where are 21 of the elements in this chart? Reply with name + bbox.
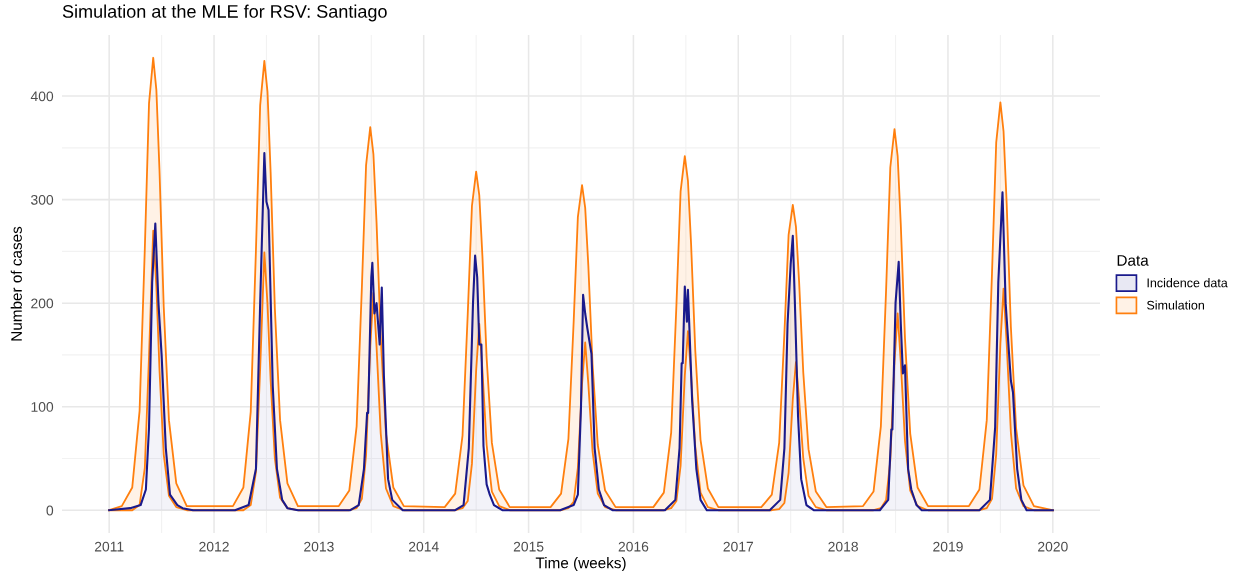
chart-title: Simulation at the MLE for RSV: Santiago — [62, 4, 387, 22]
x-tick-label: 2015 — [513, 541, 544, 552]
x-tick-label: 2016 — [618, 541, 649, 552]
x-tick-label: 2012 — [199, 541, 229, 552]
x-tick-label: 2018 — [828, 541, 858, 552]
y-tick-label: 0 — [46, 505, 54, 516]
y-tick-label: 400 — [30, 91, 54, 102]
x-tick-label: 2017 — [723, 541, 754, 552]
x-tick-label: 2014 — [408, 541, 439, 552]
x-tick-label: 2019 — [933, 541, 963, 552]
x-axis-title: Time (weeks) — [535, 557, 626, 571]
x-tick-label: 2011 — [94, 541, 124, 552]
y-tick-label: 200 — [31, 298, 54, 309]
y-tick-label: 300 — [31, 194, 54, 205]
y-tick-label: 100 — [31, 402, 54, 412]
legend-label: Simulation — [1147, 300, 1204, 310]
x-tick-label: 2020 — [1038, 541, 1068, 552]
x-tick-label: 2013 — [304, 541, 334, 552]
y-axis-title: Number of cases — [10, 226, 22, 341]
legend-label: Incidence data — [1147, 278, 1228, 288]
legend-title: Data — [1117, 255, 1149, 266]
